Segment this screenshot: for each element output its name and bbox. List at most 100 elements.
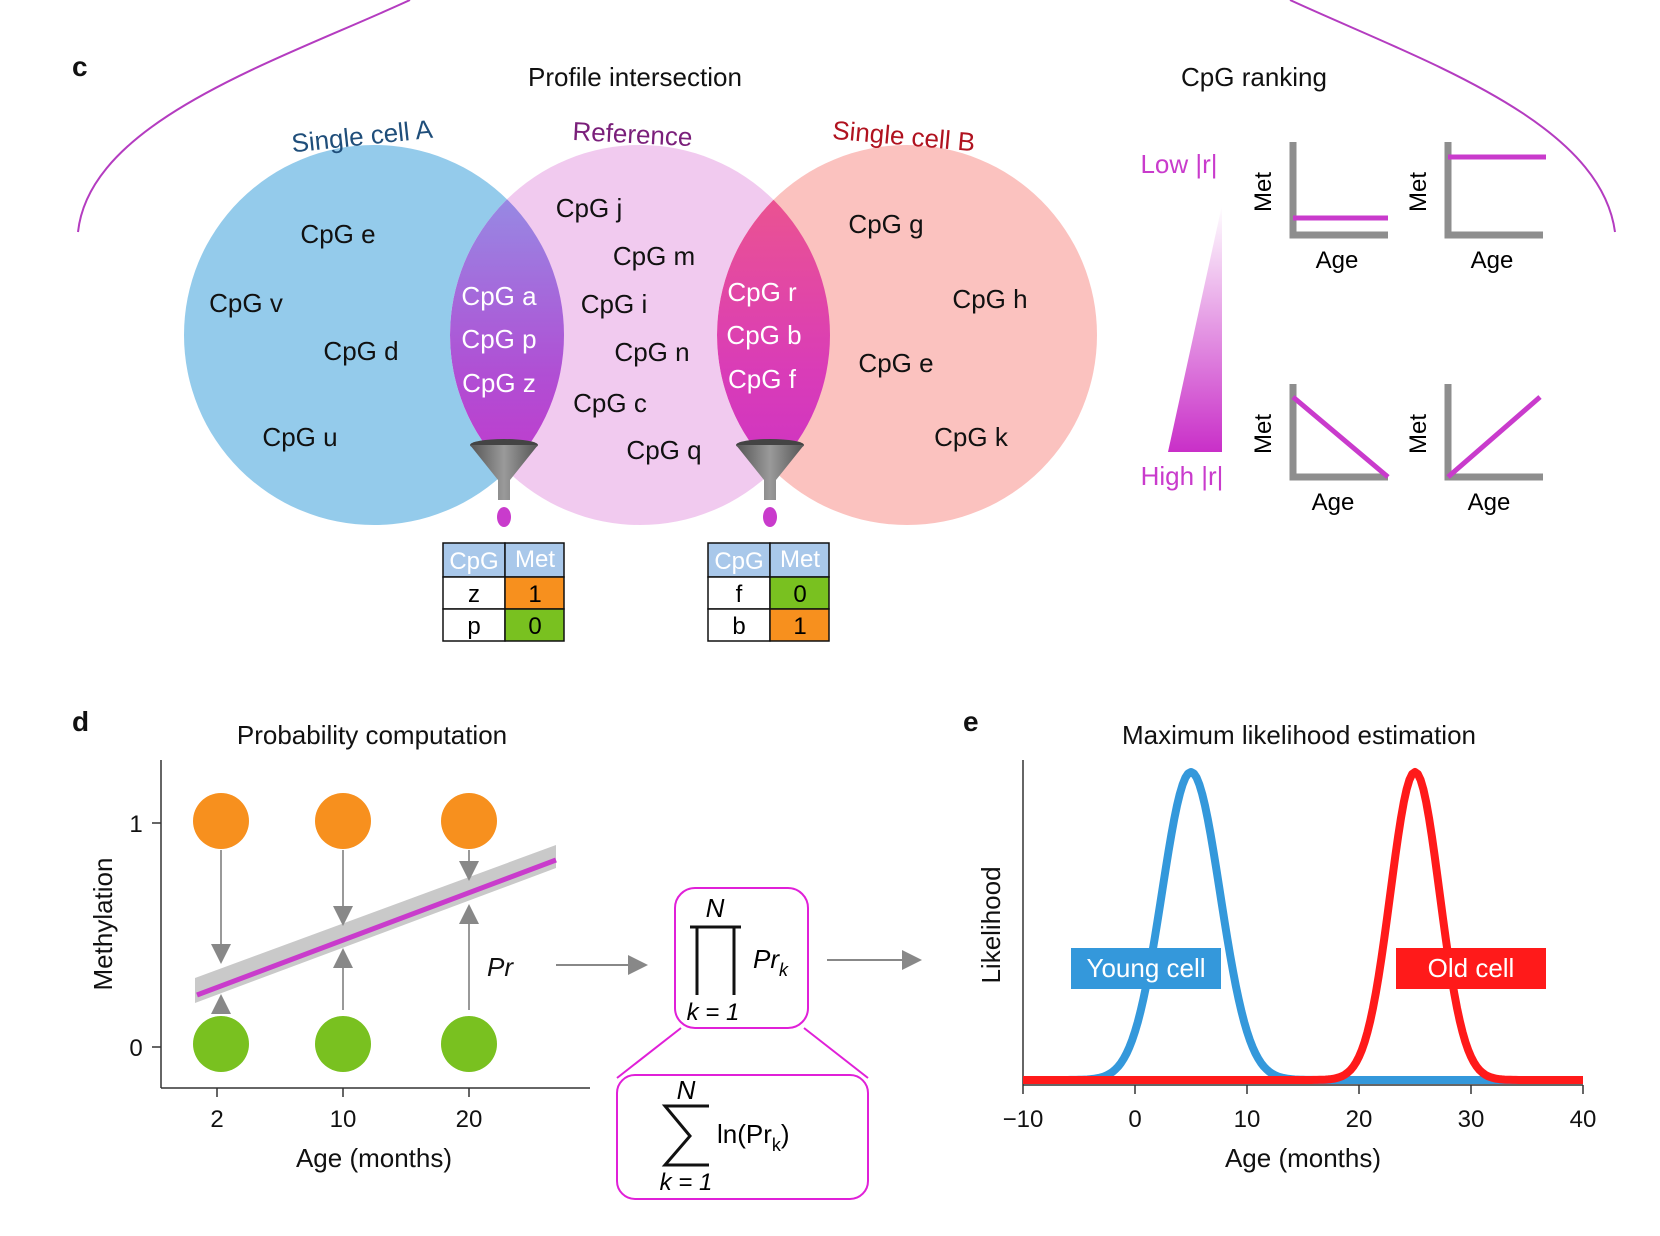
cpg-label: CpG e bbox=[858, 348, 933, 378]
cpg-only-ref: CpG j CpG m CpG i CpG n CpG c CpG q bbox=[556, 193, 702, 465]
likelihood-curves bbox=[1021, 768, 1585, 1084]
product-formula: N k = 1 Prk bbox=[674, 887, 809, 1029]
panel-d-title: Probability computation bbox=[237, 720, 507, 750]
table-cell: f bbox=[736, 581, 743, 608]
formula-upper-limit: N bbox=[677, 1075, 696, 1105]
cpg-label: CpG u bbox=[262, 422, 337, 452]
cpg-label: CpG g bbox=[848, 209, 923, 239]
product-symbol bbox=[690, 925, 741, 995]
x-tick-label: 30 bbox=[1458, 1106, 1485, 1133]
bracket-right bbox=[1289, 0, 1616, 233]
legend-old: Old cell bbox=[1396, 948, 1546, 989]
set-b-circle bbox=[717, 145, 1097, 525]
unmethylated-dot bbox=[193, 1016, 249, 1072]
cpg-label: CpG v bbox=[209, 288, 283, 318]
set-ref-circle bbox=[450, 145, 830, 525]
cpg-label: CpG c bbox=[573, 388, 647, 418]
funnel-icon bbox=[470, 439, 538, 527]
panel-d-xlabel: Age (months) bbox=[296, 1143, 452, 1173]
legend-young: Young cell bbox=[1071, 948, 1221, 989]
set-a-circle bbox=[184, 145, 564, 525]
mini-xlabel: Age bbox=[1316, 247, 1359, 274]
x-tick-label: 20 bbox=[1346, 1106, 1373, 1133]
cpg-label: CpG z bbox=[462, 368, 536, 398]
bracket-left bbox=[77, 0, 411, 233]
methylated-dot bbox=[441, 793, 497, 849]
cpg-label: CpG k bbox=[934, 422, 1009, 452]
panel-e-title: Maximum likelihood estimation bbox=[1122, 720, 1476, 750]
low-r-label: Low |r| bbox=[1140, 149, 1217, 179]
legend-young-label: Young cell bbox=[1086, 953, 1205, 983]
mini-plot-flat-high: Met Age bbox=[1405, 142, 1546, 274]
table-a: CpG Met z 1 p 0 bbox=[442, 542, 565, 642]
likelihood-plot: Likelihood Age (months) −10 0 10 20 30 40 bbox=[976, 760, 1596, 1173]
table-b: CpG Met f 0 b 1 bbox=[707, 542, 830, 642]
set-ref-label: Reference bbox=[572, 116, 693, 152]
cpg-label: CpG n bbox=[614, 337, 689, 367]
cpg-only-b: CpG g CpG h CpG e CpG k bbox=[848, 209, 1027, 452]
old-cell-curve bbox=[1021, 768, 1585, 1084]
cpg-label: CpG q bbox=[626, 435, 701, 465]
panel-e-ylabel: Likelihood bbox=[976, 866, 1006, 983]
mini-ylabel: Met bbox=[1250, 414, 1277, 454]
panel-label-e: e bbox=[963, 706, 979, 737]
connector-line bbox=[803, 1027, 869, 1079]
cpg-label: CpG e bbox=[300, 219, 375, 249]
x-tick-label: −10 bbox=[1003, 1106, 1044, 1133]
mini-xlabel: Age bbox=[1312, 489, 1355, 516]
table-cell: 0 bbox=[528, 613, 541, 640]
panel-e-xlabel: Age (months) bbox=[1225, 1143, 1381, 1173]
mini-ylabel: Met bbox=[1405, 414, 1432, 454]
ranking-wedge bbox=[1168, 205, 1222, 452]
table-header-met: Met bbox=[515, 546, 555, 573]
panel-d-ylabel: Methylation bbox=[88, 858, 118, 991]
mini-ylabel: Met bbox=[1405, 172, 1432, 212]
young-cell-curve bbox=[1021, 768, 1585, 1084]
unmethylated-dot bbox=[315, 1016, 371, 1072]
cpg-label: CpG r bbox=[727, 277, 797, 307]
profile-intersection-title: Profile intersection bbox=[528, 62, 742, 92]
x-tick-label: 10 bbox=[330, 1106, 357, 1133]
mini-xlabel: Age bbox=[1471, 247, 1514, 274]
cpg-label: CpG m bbox=[613, 241, 695, 271]
cpg-label: CpG p bbox=[461, 324, 536, 354]
panel-label-d: d bbox=[72, 706, 89, 737]
legend-old-label: Old cell bbox=[1428, 953, 1515, 983]
table-header-cpg: CpG bbox=[449, 548, 498, 575]
mini-plot-decreasing: Met Age bbox=[1250, 384, 1390, 516]
formula-upper-limit: N bbox=[706, 893, 725, 923]
x-tick-label: 20 bbox=[456, 1106, 483, 1133]
cpg-label: CpG f bbox=[728, 364, 797, 394]
mini-ylabel: Met bbox=[1250, 172, 1277, 212]
sigma-symbol bbox=[661, 1104, 709, 1167]
cpg-only-a: CpG e CpG v CpG d CpG u bbox=[209, 219, 398, 452]
cpg-label: CpG b bbox=[726, 320, 801, 350]
table-cell: z bbox=[468, 581, 480, 608]
y-tick-label: 1 bbox=[129, 811, 142, 838]
set-b-label: Single cell B bbox=[831, 115, 976, 157]
cpg-a-ref: CpG a CpG p CpG z bbox=[461, 281, 537, 398]
sum-formula: N k = 1 ln(Prk) bbox=[616, 1074, 869, 1200]
mini-plot-flat-low: Met Age bbox=[1250, 142, 1388, 274]
table-cell: b bbox=[732, 613, 745, 640]
formula-term: ln(Prk) bbox=[717, 1119, 790, 1155]
formula-term: Prk bbox=[753, 944, 789, 980]
y-tick-label: 0 bbox=[129, 1035, 142, 1062]
table-header-met: Met bbox=[780, 546, 820, 573]
table-cell: 1 bbox=[793, 613, 806, 640]
high-r-label: High |r| bbox=[1141, 461, 1224, 491]
panel-label-c: c bbox=[72, 51, 88, 82]
venn-diagram bbox=[184, 145, 1097, 525]
pr-label: Pr bbox=[487, 952, 514, 982]
x-tick-label: 10 bbox=[1234, 1106, 1261, 1133]
formula-lower-limit: k = 1 bbox=[687, 999, 740, 1026]
methylation-plot: 1 0 2 10 20 Age (months) Methylation Pr bbox=[88, 760, 590, 1173]
cpg-ranking-title: CpG ranking bbox=[1181, 62, 1327, 92]
x-tick-label: 40 bbox=[1570, 1106, 1597, 1133]
x-tick-label: 0 bbox=[1128, 1106, 1141, 1133]
table-header-cpg: CpG bbox=[714, 548, 763, 575]
x-tick-label: 2 bbox=[210, 1106, 223, 1133]
x-ticks: −10 0 10 20 30 40 bbox=[1003, 1085, 1597, 1133]
connector-line bbox=[616, 1027, 682, 1079]
